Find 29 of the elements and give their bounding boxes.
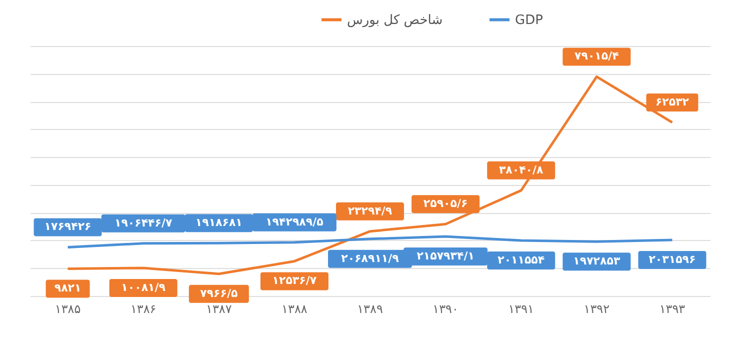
data-label: ۷۹۰۱۵/۴ [574, 50, 620, 63]
legend-label: شاخص کل بورس [347, 12, 443, 28]
data-label: ۱۹۷۲۸۵۳ [573, 254, 620, 268]
x-tick-label: ۱۳۸۸ [282, 302, 308, 316]
x-tick-label: ۱۳۹۳ [659, 302, 686, 316]
data-label: ۱۹۱۸۶۸۱ [195, 216, 242, 230]
data-label: ۹۸۲۱ [54, 282, 82, 295]
data-label: ۱۷۶۹۴۲۶ [44, 220, 92, 234]
data-label: ۲۰۶۸۹۱۱/۹ [341, 252, 400, 265]
x-tick-label: ۱۳۹۲ [584, 302, 610, 316]
x-tick-label: ۱۳۹۰ [432, 302, 458, 316]
data-label: ۱۹۰۶۴۴۶/۷ [114, 216, 172, 230]
data-label: ۲۵۹۰۵/۶ [423, 197, 468, 210]
x-tick-label: ۱۳۸۶ [130, 302, 156, 316]
data-label: ۷۹۶۶/۵ [200, 286, 238, 300]
data-label: ۲۳۲۹۴/۹ [348, 204, 392, 218]
data-label: ۳۸۰۴۰/۸ [498, 163, 544, 176]
data-label: ۶۲۵۳۲ [655, 95, 690, 108]
legend-label: GDP [515, 12, 544, 28]
data-label: ۲۰۱۱۵۵۴ [498, 254, 545, 267]
data-label: ۱۲۵۳۶/۷ [272, 274, 317, 288]
x-tick-label: ۱۳۸۹ [357, 302, 383, 316]
x-tick-label: ۱۳۹۱ [508, 302, 534, 316]
data-label: ۱۰۰۸۱/۹ [121, 281, 166, 294]
data-label: ۲۰۳۱۵۹۶ [648, 252, 696, 266]
data-label: ۲۱۵۷۹۳۴/۱ [416, 249, 474, 262]
x-tick-label: ۱۳۸۷ [206, 302, 232, 316]
data-label: ۱۹۴۲۹۸۹/۵ [266, 215, 324, 228]
x-tick-label: ۱۳۸۵ [54, 302, 81, 316]
